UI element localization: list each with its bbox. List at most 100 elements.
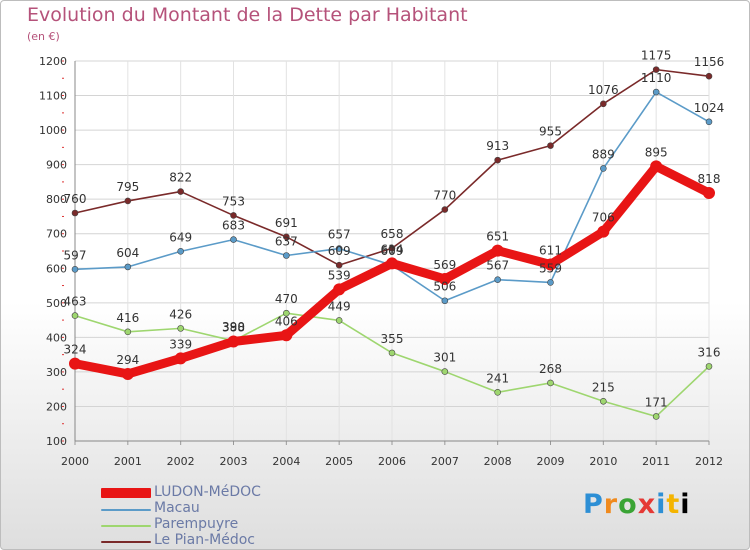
data-point: [441, 297, 449, 305]
data-point: [441, 368, 449, 375]
x-tick-label: 2005: [325, 455, 353, 468]
data-label: 1175: [641, 49, 672, 63]
data-label: 171: [645, 395, 668, 409]
data-label: 241: [486, 371, 509, 385]
data-label: 390: [222, 320, 245, 334]
x-tick-label: 2012: [695, 455, 723, 468]
data-label: 651: [486, 230, 509, 244]
data-label: 657: [328, 228, 351, 242]
data-label: 268: [539, 362, 562, 376]
data-label: 567: [486, 259, 509, 273]
data-point: [71, 312, 79, 319]
logo-letter: r: [603, 489, 619, 520]
data-point: [386, 257, 398, 270]
legend-label-parempuyre: Parempuyre: [154, 516, 239, 532]
data-label: 955: [539, 125, 562, 139]
data-point: [280, 329, 293, 342]
data-point: [283, 309, 290, 317]
data-label: 609: [328, 244, 351, 258]
data-point: [124, 197, 132, 205]
data-label: 637: [275, 234, 298, 248]
data-label: 301: [433, 351, 456, 365]
data-label: 316: [698, 345, 721, 359]
data-label: 215: [592, 380, 615, 394]
data-point: [438, 272, 451, 285]
data-label: 770: [433, 189, 456, 203]
y-tick-label: 100: [46, 435, 67, 448]
legend-swatch-le-pian: [101, 541, 151, 543]
x-tick-label: 2004: [272, 455, 300, 468]
legend-swatch-parempuyre: [101, 525, 151, 527]
legend-label-macau: Macau: [154, 500, 200, 516]
logo-letter: o: [618, 489, 638, 520]
x-tick-label: 2006: [378, 455, 406, 468]
data-label: 683: [222, 219, 245, 233]
data-point: [177, 188, 184, 195]
legend-label-ludon: LUDON-MéDOC: [154, 484, 261, 500]
data-point: [121, 367, 134, 380]
data-label: 658: [381, 227, 404, 241]
data-point: [174, 352, 187, 365]
data-point: [650, 160, 663, 173]
data-point: [652, 88, 660, 96]
data-point: [652, 413, 660, 420]
data-label: 426: [169, 307, 192, 321]
data-label: 355: [381, 332, 404, 346]
data-point: [71, 209, 79, 217]
y-tick-label: 1100: [39, 90, 67, 103]
proxiti-logo: Proxiti: [583, 489, 691, 520]
data-label: 416: [116, 311, 139, 325]
legend-label-le-pian: Le Pian-Médoc: [154, 532, 255, 548]
data-label: 889: [592, 147, 615, 161]
data-label: 609: [381, 244, 404, 258]
data-label: 470: [275, 292, 298, 306]
y-tick-label: 1000: [39, 124, 67, 137]
data-label: 753: [222, 194, 245, 208]
data-point: [335, 261, 343, 269]
data-point: [494, 388, 501, 396]
data-point: [388, 244, 396, 252]
data-point: [705, 118, 713, 126]
data-label: 559: [539, 261, 562, 275]
data-label: 1076: [588, 83, 619, 97]
data-point: [177, 248, 184, 255]
data-point: [547, 379, 554, 387]
logo-letter: t: [666, 489, 681, 520]
x-tick-label: 2009: [537, 455, 565, 468]
data-point: [230, 212, 237, 219]
data-label: 463: [64, 295, 87, 309]
y-tick-label: 500: [46, 297, 67, 310]
data-point: [705, 363, 713, 370]
data-point: [124, 328, 132, 336]
x-tick-label: 2002: [167, 455, 195, 468]
legend-swatch-ludon: [101, 488, 151, 498]
x-tick-label: 2008: [484, 455, 512, 468]
data-point: [597, 225, 610, 238]
y-tick-label: 200: [46, 400, 67, 413]
data-label: 339: [169, 337, 192, 351]
data-point: [283, 233, 290, 241]
y-tick-label: 400: [46, 331, 67, 344]
chart-title: Evolution du Montant de la Dette par Hab…: [27, 4, 468, 26]
data-point: [600, 397, 607, 405]
data-point: [600, 165, 607, 172]
logo-letter: P: [583, 489, 604, 520]
data-point: [227, 335, 240, 348]
x-tick-label: 2010: [589, 455, 617, 468]
data-point: [69, 357, 81, 370]
logo-letter: x: [637, 489, 657, 520]
data-point: [388, 349, 396, 357]
legend-swatch-macau: [101, 509, 151, 511]
data-label: 406: [275, 314, 298, 328]
logo-letter: i: [656, 489, 667, 520]
data-label: 611: [539, 243, 562, 257]
data-point: [283, 252, 290, 259]
data-label: 1156: [694, 55, 725, 69]
data-point: [703, 186, 715, 199]
y-tick-label: 600: [46, 262, 67, 275]
y-tick-label: 1200: [39, 55, 67, 68]
y-tick-label: 900: [46, 159, 67, 172]
data-label: 506: [433, 280, 456, 294]
data-point: [600, 100, 607, 108]
